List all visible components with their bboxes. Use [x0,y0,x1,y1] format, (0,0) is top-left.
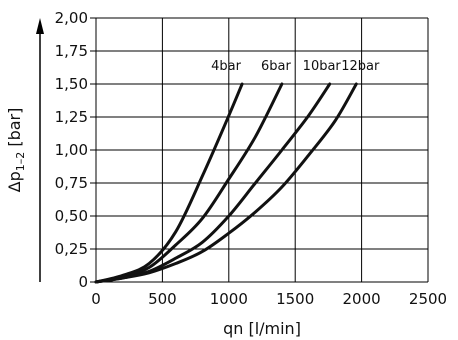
grid [90,17,429,283]
x-axis-title: qn [l/min] [223,319,301,338]
y-axis-title-subscript: 1–2 [14,152,27,172]
y-axis-title: Δp1–2 [bar] [5,108,27,193]
tick-labels: 0 500 1000 1500 2000 2500 0 0,25 0,50 0,75 1,00 1,2… [55,9,448,308]
y-axis-title-unit: [bar] [5,108,24,152]
series-line-12bar [94,82,358,284]
x-tick-label: 500 [148,290,177,308]
series-label-6bar: 6bar [261,59,291,74]
y-tick-label: 1,00 [55,141,88,159]
y-tick-label: 0,75 [55,174,88,192]
y-tick-label: 1,75 [55,42,88,60]
x-tick-label: 0 [91,290,101,308]
y-tick-label: 0,25 [55,240,88,258]
y-tick-label: 1,50 [55,75,88,93]
x-tick-label: 1000 [210,290,248,308]
y-axis-title-main: Δp [5,171,24,192]
x-tick-label: 2500 [409,290,447,308]
y-tick-label: 0 [78,273,88,291]
series-label-4bar: 4bar [211,59,241,74]
series-label-10bar: 10bar [303,59,342,74]
y-tick-label: 1,25 [55,108,88,126]
x-tick-label: 1500 [276,290,314,308]
series-labels: 4bar 6bar 10bar 12bar [211,59,380,74]
y-axis-arrow-icon [36,18,44,34]
series-curves [94,82,358,284]
x-tick-label: 2000 [343,290,381,308]
y-tick-label: 2,00 [55,9,88,27]
series-label-12bar: 12bar [341,59,380,74]
y-tick-label: 0,50 [55,207,88,225]
